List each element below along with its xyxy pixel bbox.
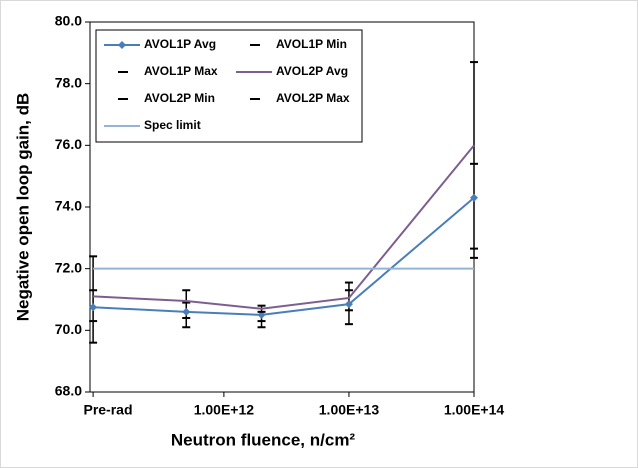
point [257, 310, 266, 319]
point [182, 307, 191, 316]
x-tick-label: 1.00E+12 [194, 402, 255, 418]
y-tick-label: 68.0 [55, 383, 82, 399]
point [344, 300, 353, 309]
legend-box [95, 29, 363, 143]
point [470, 193, 478, 202]
y-tick-label: 78.0 [55, 74, 82, 90]
x-tick-label: Pre-rad [83, 402, 132, 418]
x-axis-title: Neutron fluence, n/cm² [171, 430, 356, 449]
y-tick-label: 80.0 [55, 13, 82, 29]
legend-label: AVOL2P Avg [276, 64, 348, 78]
x-tick-label: 1.00E+13 [319, 402, 380, 418]
legend-label: AVOL2P Min [144, 91, 215, 105]
legend-label: Spec limit [144, 118, 201, 132]
legend-marker [118, 41, 126, 49]
y-tick-label: 74.0 [55, 198, 82, 214]
legend-label: AVOL2P Max [276, 91, 350, 105]
legend-label: AVOL1P Min [276, 37, 347, 51]
legend-label: AVOL1P Max [144, 64, 218, 78]
y-tick-label: 70.0 [55, 321, 82, 337]
y-axis-title: Negative open loop gain, dB [13, 93, 32, 322]
point [89, 303, 98, 312]
series-line [93, 144, 475, 310]
x-tick-label: 1.00E+14 [444, 402, 505, 418]
legend-label: AVOL1P Avg [144, 37, 216, 51]
y-tick-label: 76.0 [55, 136, 82, 152]
y-tick-label: 72.0 [55, 259, 82, 275]
